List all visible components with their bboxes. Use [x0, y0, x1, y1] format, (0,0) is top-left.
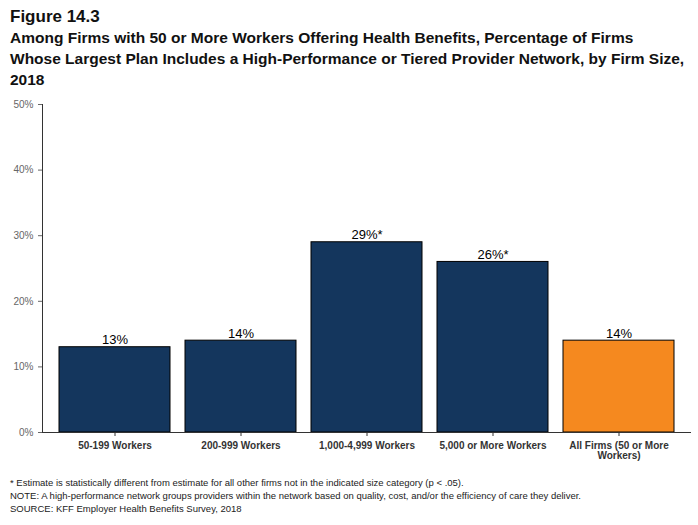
html-text:SOURCE: KFF Employer Health Be: SOURCE: KFF Employer Health Benefits Sur…	[10, 503, 242, 514]
svg-text:20%: 20%	[13, 296, 33, 307]
svg-text:200-999 Workers: 200-999 Workers	[201, 440, 281, 451]
svg-text:29%*: 29%*	[351, 227, 382, 242]
svg-text:0%: 0%	[19, 427, 34, 438]
svg-text:26%*: 26%*	[477, 247, 508, 262]
svg-text:5,000 or More Workers: 5,000 or More Workers	[439, 440, 547, 451]
html-text:NOTE: A high-performance netwo: NOTE: A high-performance network groups …	[10, 490, 581, 501]
svg-text:All Firms (50 or MoreWorkers): All Firms (50 or MoreWorkers)	[569, 440, 669, 461]
html-text:* Estimate is statistically di: * Estimate is statistically different fr…	[10, 477, 464, 488]
svg-text:14%: 14%	[606, 326, 632, 341]
svg-text:13%: 13%	[102, 332, 128, 347]
html-text:Figure 14.3: Figure 14.3	[10, 7, 100, 26]
svg-text:14%: 14%	[228, 326, 254, 341]
svg-text:30%: 30%	[13, 230, 33, 241]
html-text:Among Firms with 50 or More Wo: Among Firms with 50 or More Workers Offe…	[10, 29, 685, 88]
svg-text:10%: 10%	[13, 361, 33, 372]
svg-text:50%: 50%	[13, 99, 33, 110]
svg-text:1,000-4,999 Workers: 1,000-4,999 Workers	[319, 440, 415, 451]
svg-text:50-199 Workers: 50-199 Workers	[78, 440, 152, 451]
svg-text:40%: 40%	[13, 164, 33, 175]
